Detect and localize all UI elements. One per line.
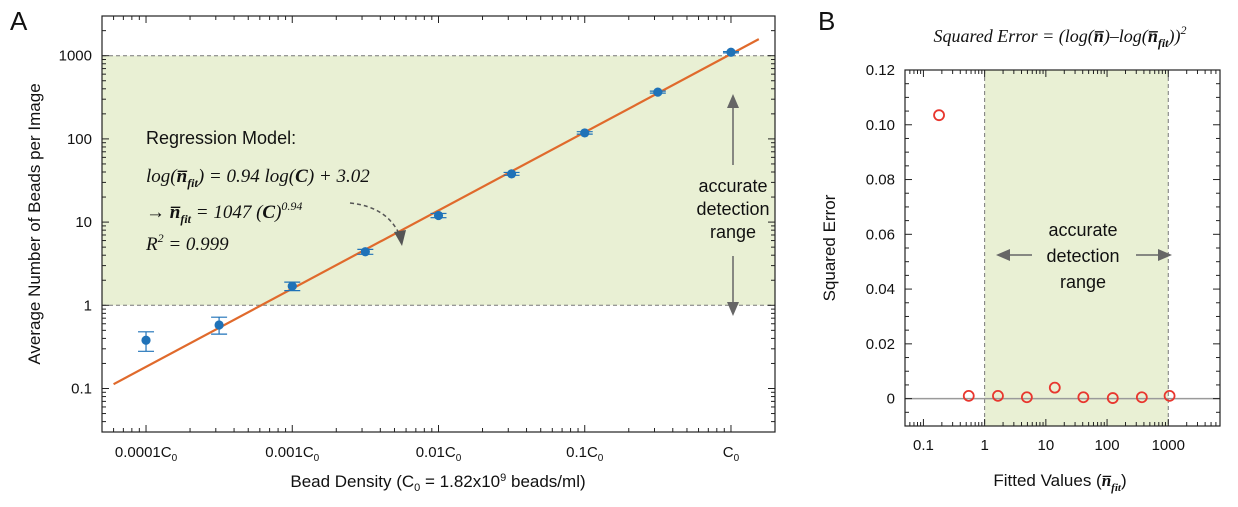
y-axis-label-b: Squared Error xyxy=(820,194,839,301)
range-arrow-left-head xyxy=(996,249,1010,261)
data-point xyxy=(1163,389,1176,402)
x-tick-label-a: 0.1C0 xyxy=(566,444,604,464)
data-point xyxy=(1106,392,1119,404)
x-tick-label-a: C0 xyxy=(723,444,740,464)
x-tick-label-a: 0.0001C0 xyxy=(115,444,178,464)
axis-ticks-b xyxy=(904,69,1221,427)
range-text-line2: detection xyxy=(696,199,769,219)
x-tick-label-b: 100 xyxy=(1095,437,1120,454)
range-text-b-line3: range xyxy=(1060,272,1106,292)
regression-equation-log: log(n̅fit) = 0.94 log(C) + 3.02 xyxy=(146,166,370,190)
data-point xyxy=(506,169,517,179)
panel-b: B Squared Error = (log(n̅)–log(n̅fit))2 … xyxy=(818,6,1221,494)
range-arrow-right-head xyxy=(1158,249,1172,261)
axis-ticks-a xyxy=(101,15,776,433)
x-tick-label-a: 0.001C0 xyxy=(265,444,319,464)
data-point xyxy=(214,320,224,330)
data-point xyxy=(360,247,370,257)
y-tick-label-b: 0 xyxy=(887,391,895,408)
y-tick-label-a: 0.1 xyxy=(71,380,92,397)
y-tick-label-b: 0.12 xyxy=(866,62,895,79)
data-points-a xyxy=(141,47,736,345)
plot-frame-a xyxy=(101,15,776,433)
x-tick-label-b: 1 xyxy=(980,437,988,454)
data-point xyxy=(141,335,151,345)
y-tick-label-b: 0.08 xyxy=(866,172,895,189)
plot-frame-b xyxy=(904,69,1221,427)
y-tick-labels-b: 0 0.02 0.04 0.06 0.08 0.10 0.12 xyxy=(866,62,895,408)
x-tick-label-b: 1000 xyxy=(1152,437,1185,454)
x-tick-label-b: 10 xyxy=(1038,437,1055,454)
panel-b-title: Squared Error = (log(n̅)–log(n̅fit))2 xyxy=(933,23,1186,50)
data-point xyxy=(433,210,444,221)
data-point xyxy=(580,128,590,138)
y-tick-label-a: 10 xyxy=(75,214,92,231)
range-arrow-down-head xyxy=(727,302,739,316)
x-tick-labels-b: 0.1 1 10 100 1000 xyxy=(913,437,1185,454)
x-tick-labels-a: 0.0001C0 0.001C0 0.01C0 0.1C0 C0 xyxy=(115,444,740,464)
y-tick-label-b: 0.04 xyxy=(866,281,895,298)
data-point xyxy=(287,281,297,291)
y-tick-label-b: 0.06 xyxy=(866,226,895,243)
curved-dashed-arrow xyxy=(349,202,401,237)
range-text-line3: range xyxy=(710,222,756,242)
accurate-range-shading-b xyxy=(984,70,1169,426)
y-axis-label-a: Average Number of Beads per Image xyxy=(25,83,44,364)
x-tick-label-b: 0.1 xyxy=(913,437,934,454)
data-point xyxy=(1020,391,1033,404)
range-text-line1: accurate xyxy=(698,176,767,196)
regression-equation-power: → n̅fit = 1047 (C)0.94 xyxy=(146,199,302,226)
panel-label-a: A xyxy=(10,6,28,36)
y-tick-label-a: 1000 xyxy=(59,48,92,65)
r-squared-label: R2 = 0.999 xyxy=(145,231,229,255)
x-axis-label-b: Fitted Values (n̅fit) xyxy=(993,471,1126,494)
data-point xyxy=(992,389,1004,402)
range-text-b-line1: accurate xyxy=(1048,220,1117,240)
range-text-b-line2: detection xyxy=(1046,246,1119,266)
data-point xyxy=(1077,391,1090,404)
y-tick-label-b: 0.10 xyxy=(866,117,895,134)
accurate-range-shading xyxy=(102,55,775,306)
data-point xyxy=(726,47,736,57)
curved-arrow-head xyxy=(394,230,406,246)
data-point xyxy=(962,389,975,402)
data-point xyxy=(1135,391,1148,404)
data-point xyxy=(653,87,663,97)
data-points-b xyxy=(933,109,1176,404)
data-point xyxy=(933,109,945,122)
range-arrow-up-head xyxy=(727,94,739,108)
y-tick-label-b: 0.02 xyxy=(866,336,895,353)
panel-label-b: B xyxy=(818,6,835,36)
y-tick-label-a: 1 xyxy=(84,297,92,314)
panel-a: A 0.0001C0 0.001C0 0.01C0 0.1C0 C0 0.1 1 10 100… xyxy=(10,6,776,494)
regression-title: Regression Model: xyxy=(146,128,296,148)
data-point xyxy=(1048,381,1061,394)
x-tick-label-a: 0.01C0 xyxy=(416,444,462,464)
y-tick-label-a: 100 xyxy=(67,131,92,148)
y-tick-labels-a: 0.1 1 10 100 1000 xyxy=(59,48,92,398)
x-axis-label-a: Bead Density (C0 = 1.82x109 beads/ml) xyxy=(290,472,585,494)
